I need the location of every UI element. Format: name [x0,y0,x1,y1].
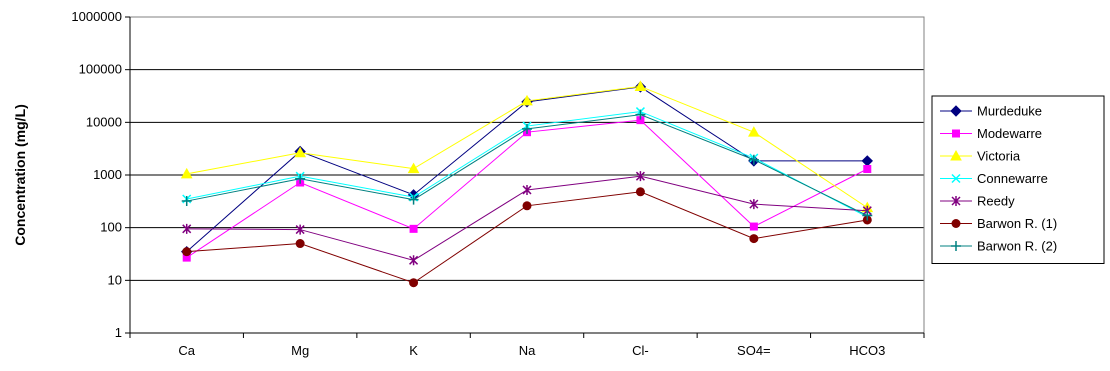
data-point [749,199,759,210]
data-point [635,171,645,182]
series-barwon-r-1 [182,187,872,288]
data-point [636,116,645,125]
data-point [182,253,191,262]
legend-label: Barwon R. (2) [977,239,1057,254]
y-tick-label: 1000000 [71,9,122,24]
legend: Murdeduke Modewarre Victoria Connewarre Reed… [931,95,1105,264]
legend-label: Connewarre [977,171,1048,186]
data-point [748,154,759,165]
legend-label: Murdeduke [977,104,1042,119]
data-point [295,224,305,235]
data-point [635,187,645,197]
legend-label: Modewarre [977,126,1042,141]
legend-item: Modewarre [940,126,1042,141]
y-axis: 1 10 100 1000 10000 100000 1000000 [71,9,131,340]
x-tick-label: K [409,343,418,358]
y-tick-label: 10000 [86,114,122,129]
legend-marker [951,241,961,251]
series-line [186,86,868,253]
y-tick-label: 100000 [79,62,122,77]
legend-label: Reedy [977,194,1015,209]
data-point [522,201,532,211]
series-victoria [180,80,874,213]
data-point [409,224,418,233]
y-axis-label: Concentration (mg/L) [12,104,28,246]
y-tick-label: 10 [108,272,122,287]
gridlines [130,16,924,281]
x-tick-label: SO4= [737,343,771,358]
series-layer [180,80,874,288]
x-tick-label: HCO3 [849,343,885,358]
data-point [295,173,306,184]
data-point [182,247,192,257]
data-point [861,155,873,167]
legend-item: Barwon R. (2) [940,239,1057,254]
legend-marker [952,129,960,138]
legend-marker [950,149,962,161]
series-murdeduke [181,81,873,258]
legend-item: Reedy [940,194,1015,209]
data-point [749,222,758,231]
data-point [749,234,759,244]
y-tick-label: 1 [115,325,122,340]
legend-label: Barwon R. (1) [977,216,1057,231]
data-point [635,109,646,120]
data-point [862,210,873,221]
data-point [522,123,532,134]
legend-marker [950,105,962,117]
data-point [409,255,419,266]
data-point [748,126,760,137]
x-tick-label: Ca [178,343,195,358]
legend-marker [951,196,961,206]
data-point [408,194,419,205]
y-tick-label: 1000 [93,167,122,182]
data-point [634,80,647,91]
legend-item: Victoria [940,149,1021,164]
x-tick-label: Mg [291,343,309,358]
legend-item: Murdeduke [940,104,1042,119]
legend-item: Barwon R. (1) [940,216,1057,231]
series-reedy [182,171,872,266]
legend-marker [951,173,961,184]
x-tick-label: Na [519,343,536,358]
x-tick-label: Cl- [632,343,649,358]
data-point [294,146,306,158]
legend-label: Victoria [977,149,1021,164]
series-barwon-r-2 [181,109,873,221]
data-point [295,239,305,249]
data-point [181,196,192,207]
data-point [863,164,872,173]
legend-marker [951,219,961,228]
data-point [409,278,419,288]
data-point [522,184,532,195]
data-point [407,162,420,174]
y-tick-label: 100 [100,220,122,235]
data-point [182,223,192,234]
data-point [521,94,533,106]
data-point [180,167,193,179]
legend-box [931,95,1105,264]
x-axis: Ca Mg K Na Cl- SO4= HCO3 [129,332,925,358]
legend-item: Connewarre [940,171,1048,186]
